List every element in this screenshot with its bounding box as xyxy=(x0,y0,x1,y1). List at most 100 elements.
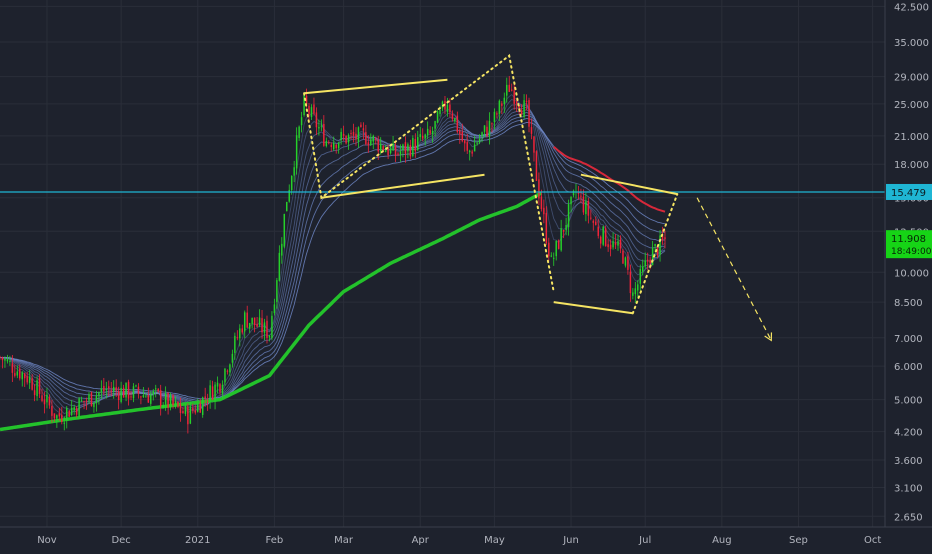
candle-body xyxy=(387,147,389,156)
candle-body xyxy=(23,373,26,379)
candle-down xyxy=(404,136,407,163)
candle-body xyxy=(273,304,276,314)
candle-body xyxy=(248,322,251,329)
candle-body xyxy=(73,407,75,411)
candle-body xyxy=(251,317,253,324)
candle-body xyxy=(543,207,545,215)
candle-body xyxy=(177,401,179,407)
time-tick-label: Oct xyxy=(864,535,881,546)
candle-down xyxy=(501,101,503,114)
candle-body xyxy=(627,256,629,270)
candle-body xyxy=(117,391,120,400)
candle-up xyxy=(602,225,604,247)
candle-body xyxy=(167,393,169,408)
candle-up xyxy=(164,386,167,411)
candle-up xyxy=(310,104,313,120)
price-axis-bg xyxy=(885,0,932,550)
candle-body xyxy=(268,335,271,338)
candle-body xyxy=(592,220,595,223)
candle-up xyxy=(426,121,429,139)
candlesticks xyxy=(0,75,666,434)
candle-down xyxy=(540,189,543,212)
trendline-drawings[interactable] xyxy=(303,53,773,342)
trendline[interactable] xyxy=(321,173,485,199)
projection-arrow-head[interactable] xyxy=(764,332,773,342)
candle-down xyxy=(394,140,397,162)
candle-up xyxy=(132,383,135,403)
current-tag-bg xyxy=(886,230,932,259)
candle-body xyxy=(389,148,392,154)
candle-body xyxy=(4,358,6,361)
candle-down xyxy=(342,125,345,141)
candle-down xyxy=(496,111,498,119)
candle-body xyxy=(90,392,93,407)
candle-body xyxy=(33,390,36,396)
candle-up xyxy=(216,376,219,394)
candle-down xyxy=(627,252,629,275)
candle-body xyxy=(525,100,528,102)
candle-down xyxy=(85,397,88,410)
candle-body xyxy=(216,382,219,387)
candle-body xyxy=(382,146,384,151)
price-axis[interactable]: 42.50035.00029.00025.00021.00018.00015.0… xyxy=(884,0,932,550)
candle-body xyxy=(567,204,570,228)
dotted-path[interactable] xyxy=(303,53,555,293)
candle-body xyxy=(421,135,424,139)
time-axis[interactable]: Nov Dec 2021 Feb Mar Apr May Jun Jul Aug Sep Oct xyxy=(0,526,932,550)
candle-up xyxy=(286,201,288,212)
candle-up xyxy=(659,229,661,262)
candle-body xyxy=(612,241,614,248)
candle-body xyxy=(340,131,342,140)
candle-body xyxy=(468,150,471,153)
candle-body xyxy=(157,388,159,392)
candle-body xyxy=(78,398,80,417)
candle-down xyxy=(23,372,26,387)
candle-down xyxy=(226,369,229,375)
candle-down xyxy=(409,139,412,160)
price-tick-label: 25.000 xyxy=(894,100,929,111)
dotted-path[interactable] xyxy=(631,193,679,315)
candle-up xyxy=(214,381,216,410)
candle-down xyxy=(204,387,206,407)
trendline[interactable] xyxy=(580,173,678,196)
candle-up xyxy=(125,382,127,402)
candle-up xyxy=(412,135,414,158)
long-moving-average xyxy=(0,191,543,432)
candle-down xyxy=(508,75,510,93)
candle-body xyxy=(197,403,199,412)
candle-body xyxy=(261,318,263,333)
candle-up xyxy=(201,396,204,418)
candle-down xyxy=(43,391,46,414)
candle-down xyxy=(48,394,51,409)
candle-down xyxy=(127,379,130,406)
candle-body xyxy=(614,242,617,245)
candle-up xyxy=(78,397,80,417)
candle-down xyxy=(595,216,597,226)
candle-body xyxy=(535,151,538,181)
candle-up xyxy=(570,196,572,213)
candle-body xyxy=(384,150,387,153)
candle-body xyxy=(426,128,429,135)
candle-body xyxy=(295,135,298,169)
trendline[interactable] xyxy=(304,78,448,95)
candle-body xyxy=(508,84,510,92)
candle-up xyxy=(66,406,68,429)
candle-down xyxy=(68,409,70,417)
candle-up xyxy=(56,414,58,428)
candle-body xyxy=(510,89,513,91)
candle-down xyxy=(323,115,325,147)
candle-body xyxy=(110,390,112,392)
candle-down xyxy=(414,133,417,158)
candle-body xyxy=(135,385,137,387)
candle-up xyxy=(493,108,496,130)
candle-up xyxy=(436,110,439,123)
candle-up xyxy=(100,380,103,399)
candle-down xyxy=(192,403,194,414)
candle-down xyxy=(548,237,550,262)
candle-up xyxy=(298,125,300,141)
trendline[interactable] xyxy=(553,301,633,315)
candle-body xyxy=(19,368,21,379)
candle-body xyxy=(345,135,347,144)
candle-body xyxy=(350,133,352,135)
